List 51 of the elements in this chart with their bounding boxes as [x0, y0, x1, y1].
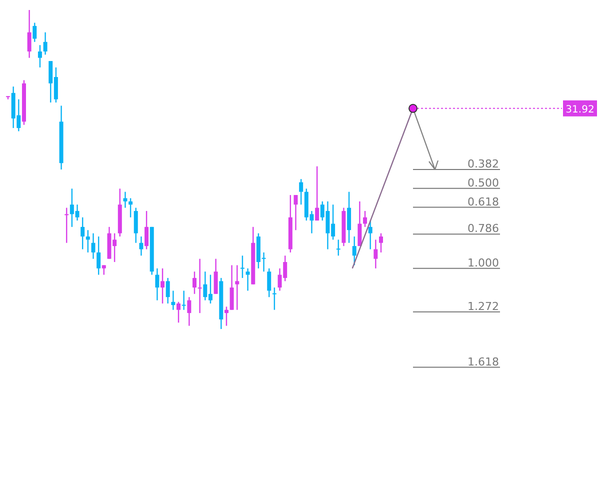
candlestick [336, 239, 340, 256]
candlestick [198, 258, 202, 314]
text: 1.272 [468, 300, 499, 313]
candlestick [32, 22, 37, 42]
candlestick [171, 290, 176, 310]
candlestick [192, 270, 196, 295]
candlestick [363, 210, 368, 228]
candlestick [224, 306, 228, 326]
candlestick [64, 207, 69, 244]
candlestick [240, 255, 244, 279]
candlestick [214, 258, 218, 295]
candlestick [155, 268, 160, 301]
candlestick [187, 296, 192, 326]
candlestick [299, 178, 304, 206]
text: 31.92 [566, 104, 594, 116]
text: 1.618 [468, 355, 499, 368]
candlestick [176, 301, 181, 324]
candlestick [102, 264, 106, 276]
text: 0.786 [468, 222, 499, 236]
text: 1.000 [468, 256, 499, 270]
candlestick [166, 277, 170, 304]
candlestick [96, 236, 101, 276]
candlestick [160, 268, 165, 304]
candlestick [134, 207, 138, 244]
candlestick [235, 264, 240, 310]
candlestick [128, 198, 133, 218]
candlestick [123, 191, 128, 208]
text: 0.382 [468, 158, 499, 171]
candlestick [315, 166, 320, 222]
candlestick [267, 268, 272, 298]
candlestick [144, 210, 149, 250]
text: 0.500 [468, 176, 499, 190]
candlestick [379, 232, 383, 254]
candlestick [27, 9, 32, 58]
candlestick [182, 290, 186, 310]
candlestick [294, 194, 298, 231]
candlestick [352, 236, 356, 266]
candlestick [139, 236, 144, 256]
candlestick [347, 191, 352, 244]
candlestick [230, 264, 234, 310]
candlestick [358, 200, 362, 247]
candlestick [43, 32, 48, 56]
candlestick [86, 230, 90, 254]
candlestick [368, 220, 372, 250]
candlestick [91, 232, 96, 260]
candlestick [80, 216, 85, 250]
candlestick [38, 44, 42, 68]
candlestick [246, 268, 250, 292]
candlestick [374, 239, 378, 269]
text: 0.618 [468, 195, 499, 208]
candlestick [272, 286, 276, 310]
